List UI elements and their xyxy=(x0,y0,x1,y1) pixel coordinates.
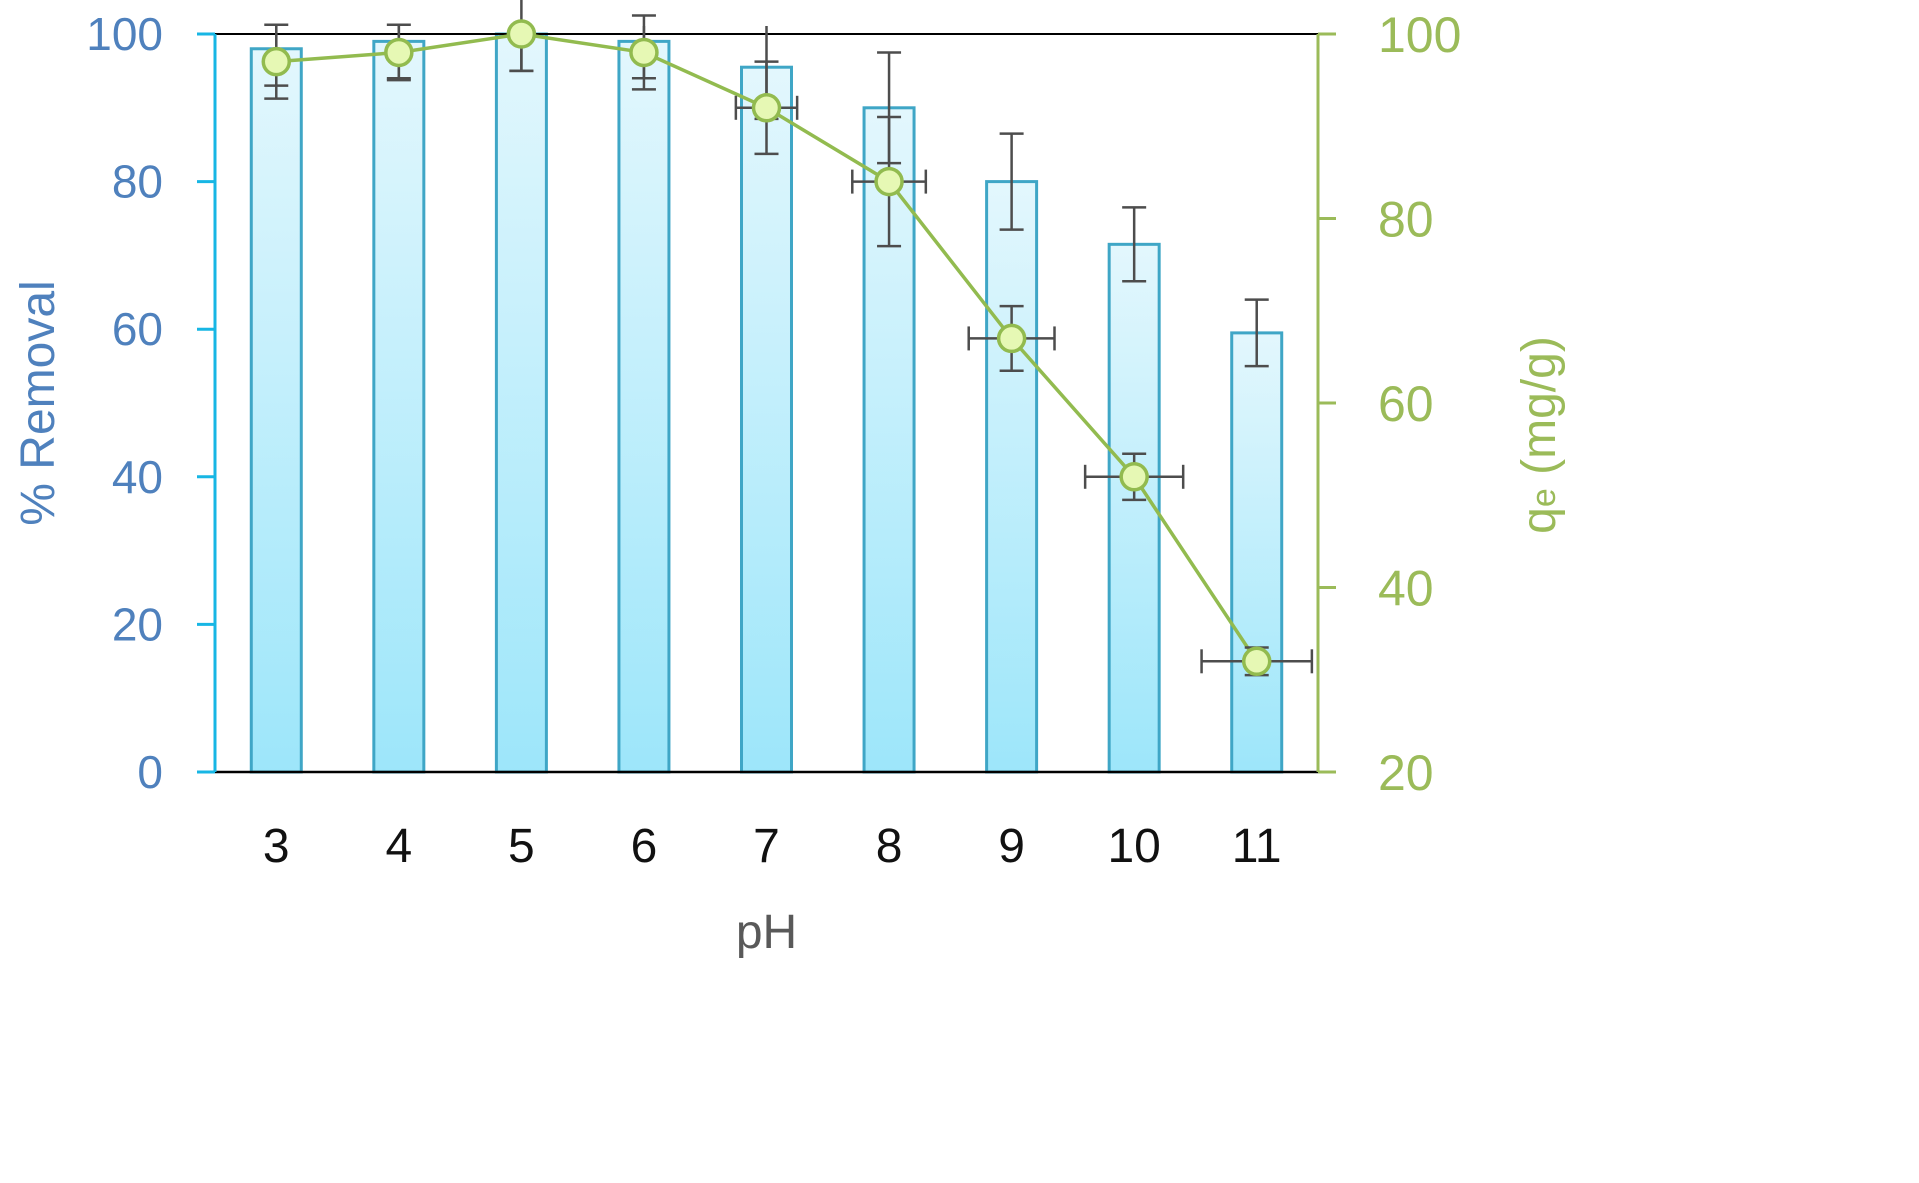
bar-ph-9 xyxy=(985,180,1039,774)
x-tick-label: 7 xyxy=(753,820,780,873)
left-tick-label: 80 xyxy=(112,156,163,208)
x-tick-label: 8 xyxy=(876,820,903,873)
right-axis-title-subscript: e xyxy=(1525,488,1563,507)
left-tick-label: 40 xyxy=(112,451,163,503)
x-tick-label: 10 xyxy=(1107,820,1160,873)
right-axis-title-unit: (mg/g) xyxy=(1513,336,1566,488)
x-tick-label: 6 xyxy=(631,820,658,873)
left-tick-label: 100 xyxy=(86,8,163,60)
x-axis-title: pH xyxy=(736,906,797,959)
left-tick-label: 60 xyxy=(112,303,163,355)
right-tick-label: 40 xyxy=(1378,561,1434,617)
line-layer xyxy=(261,0,1314,677)
right-tick-label: 60 xyxy=(1378,376,1434,432)
left-tick-label: 0 xyxy=(137,746,163,798)
right-tick-label: 100 xyxy=(1378,7,1461,63)
bar-ph-5 xyxy=(494,32,548,774)
axes-layer: 0 20 40 60 80 100 20 40 60 80 100 3 4 5 6 7 8 9 10 11 xyxy=(86,7,1461,873)
left-tick-label: 20 xyxy=(112,598,163,650)
left-axis-title: % Removal xyxy=(12,280,65,525)
bar-ph-7 xyxy=(740,65,793,774)
qe-marker-ph-3 xyxy=(261,46,292,77)
right-tick-label: 80 xyxy=(1378,192,1434,248)
qe-marker-ph-8 xyxy=(874,166,904,197)
right-axis-title-q: q xyxy=(1513,507,1566,534)
bar-ph-4 xyxy=(372,39,426,774)
x-tick-label: 11 xyxy=(1232,820,1282,873)
bar-ph-11 xyxy=(1230,331,1284,774)
qe-marker-ph-9 xyxy=(996,323,1027,354)
labels-layer: pH % Removal qe (mg/g) xyxy=(12,280,1566,959)
qe-marker-ph-10 xyxy=(1119,462,1149,492)
qe-marker-ph-11 xyxy=(1241,646,1272,677)
qe-marker-ph-7 xyxy=(751,93,782,123)
qe-marker-ph-4 xyxy=(384,37,414,68)
qe-marker-ph-5 xyxy=(506,19,537,49)
x-tick-label: 9 xyxy=(998,820,1025,873)
bar-ph-6 xyxy=(617,39,671,774)
bar-ph-10 xyxy=(1107,242,1161,774)
right-axis-title: qe (mg/g) xyxy=(1513,336,1566,534)
qe-marker-ph-6 xyxy=(629,37,659,68)
bar-ph-3 xyxy=(249,47,303,774)
x-tick-label: 4 xyxy=(385,820,412,873)
x-tick-label: 5 xyxy=(508,820,535,873)
right-tick-label: 20 xyxy=(1378,745,1434,801)
x-tick-label: 3 xyxy=(263,820,290,873)
